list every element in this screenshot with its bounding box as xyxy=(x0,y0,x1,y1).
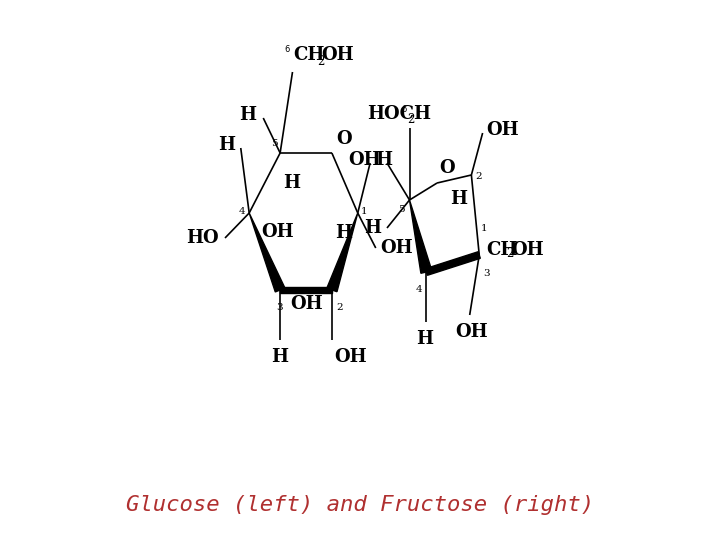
Text: OH: OH xyxy=(322,46,354,64)
Text: 2: 2 xyxy=(318,55,325,68)
Polygon shape xyxy=(410,200,432,273)
Text: H: H xyxy=(271,348,289,366)
Text: CH: CH xyxy=(294,46,325,64)
Text: 5: 5 xyxy=(398,205,405,214)
Text: OH: OH xyxy=(456,323,488,341)
Text: OH: OH xyxy=(348,151,381,170)
Text: H: H xyxy=(239,106,256,124)
Text: H: H xyxy=(335,224,351,242)
Text: OH: OH xyxy=(334,348,366,366)
Text: 3: 3 xyxy=(483,268,490,278)
Text: OH: OH xyxy=(487,122,519,139)
Polygon shape xyxy=(249,213,285,292)
Text: $^{6}$: $^{6}$ xyxy=(400,105,408,118)
Text: O: O xyxy=(439,159,455,177)
Text: 1: 1 xyxy=(481,225,488,233)
Text: HO: HO xyxy=(186,229,219,247)
Text: H: H xyxy=(217,136,235,154)
Text: H: H xyxy=(284,173,300,192)
Text: $^{6}$: $^{6}$ xyxy=(284,45,290,58)
Text: 1: 1 xyxy=(361,207,368,216)
Text: 2: 2 xyxy=(506,247,514,260)
Text: H: H xyxy=(416,330,433,348)
Text: H: H xyxy=(364,219,381,237)
Text: H: H xyxy=(375,151,392,170)
Text: 3: 3 xyxy=(276,303,283,313)
Text: OH: OH xyxy=(290,295,323,313)
Text: OH: OH xyxy=(381,239,413,257)
Text: H: H xyxy=(450,190,467,208)
Polygon shape xyxy=(280,287,332,293)
Text: OH: OH xyxy=(511,241,544,259)
Text: 4: 4 xyxy=(238,207,245,216)
Text: Glucose (left) and Fructose (right): Glucose (left) and Fructose (right) xyxy=(126,495,594,515)
Text: HOCH: HOCH xyxy=(367,105,431,123)
Polygon shape xyxy=(327,213,358,292)
Text: 5: 5 xyxy=(271,139,278,147)
Text: 2: 2 xyxy=(475,172,482,180)
Text: CH: CH xyxy=(487,241,518,259)
Text: 4: 4 xyxy=(415,286,423,294)
Text: 2: 2 xyxy=(336,303,343,313)
Text: O: O xyxy=(336,130,351,147)
Text: 2: 2 xyxy=(408,113,415,126)
Text: OH: OH xyxy=(261,222,294,241)
Polygon shape xyxy=(426,252,480,275)
